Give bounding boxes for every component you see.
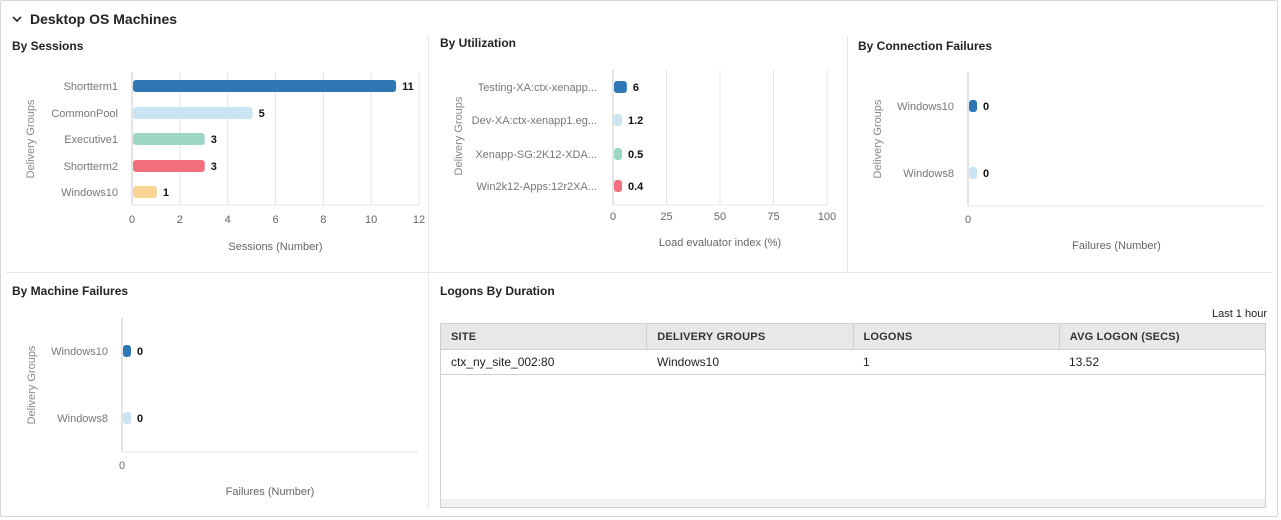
data-label: 0 (983, 101, 989, 113)
x-tick-label: 0 (610, 211, 616, 223)
bar[interactable] (123, 412, 131, 424)
x-tick-label: 8 (320, 214, 326, 226)
data-label: 0 (137, 413, 143, 425)
data-label: 6 (633, 82, 639, 94)
y-axis-label: Delivery Groups (26, 345, 38, 424)
x-tick-label: 12 (413, 214, 425, 226)
category-label: Shortterm1 (64, 81, 118, 93)
x-axis-label: Failures (Number) (226, 486, 315, 498)
x-tick-label: 4 (225, 214, 231, 226)
x-tick-label: 0 (965, 214, 971, 226)
x-tick-label: 2 (177, 214, 183, 226)
bar[interactable] (123, 345, 131, 357)
category-label: Win2k12-Apps:12r2XA... (477, 181, 597, 193)
column-header-avg-logon[interactable]: AVG LOGON (SECS) (1069, 330, 1180, 343)
category-label: Dev-XA:ctx-xenapp1.eg... (472, 115, 597, 127)
x-tick-label: 0 (119, 460, 125, 472)
category-label: Windows8 (57, 413, 108, 425)
data-label: 0.4 (628, 181, 644, 193)
data-label: 1.2 (628, 115, 643, 127)
table-header: SITE DELIVERY GROUPS LOGONS AVG LOGON (S… (441, 324, 1265, 350)
x-axis-label: Load evaluator index (%) (659, 237, 781, 249)
bar[interactable] (969, 100, 977, 112)
category-label: Windows10 (61, 187, 118, 199)
bar[interactable] (133, 80, 397, 92)
divider (428, 36, 429, 272)
x-axis-label: Failures (Number) (1072, 240, 1161, 252)
data-label: 3 (211, 134, 217, 146)
bar[interactable] (133, 107, 253, 119)
x-tick-label: 6 (272, 214, 278, 226)
x-tick-label: 25 (660, 211, 672, 223)
column-header-logons[interactable]: LOGONS (854, 324, 1060, 349)
cell-avg-logon: 13.52 (1069, 355, 1100, 369)
y-axis-label: Delivery Groups (25, 99, 37, 178)
y-axis-label: Delivery Groups (453, 96, 465, 175)
data-label: 11 (402, 81, 414, 93)
column-header-delivery-groups[interactable]: DELIVERY GROUPS (647, 324, 854, 349)
horizontal-scrollbar[interactable] (441, 499, 1265, 507)
divider (847, 36, 848, 272)
connection-failures-title: By Connection Failures (858, 39, 993, 53)
x-tick-label: 100 (818, 211, 836, 223)
data-label: 1 (163, 187, 169, 199)
data-label: 0 (137, 346, 143, 358)
x-tick-label: 0 (129, 214, 135, 226)
cell-delivery-group: Windows10 (657, 355, 720, 369)
chevron-down-icon (12, 16, 22, 23)
logons-table: SITE DELIVERY GROUPS LOGONS AVG LOGON (S… (440, 323, 1266, 508)
data-label: 0 (983, 168, 989, 180)
y-axis-label: Delivery Groups (872, 99, 884, 178)
data-label: 0.5 (628, 149, 643, 161)
time-range-label: Last 1 hour (1211, 308, 1267, 320)
page-title: Desktop OS Machines (30, 11, 178, 27)
data-label: 3 (211, 161, 217, 173)
column-header-site[interactable]: SITE (441, 324, 648, 349)
category-label: Windows8 (903, 168, 954, 180)
data-label: 5 (259, 108, 265, 120)
category-label: CommonPool (51, 108, 118, 120)
bar[interactable] (133, 133, 205, 145)
divider (428, 272, 429, 508)
bar[interactable] (614, 114, 622, 126)
logons-title: Logons By Duration (440, 284, 555, 298)
utilization-title: By Utilization (440, 36, 517, 50)
category-label: Windows10 (897, 101, 954, 113)
cell-site: ctx_ny_site_002:80 (451, 355, 555, 369)
category-label: Executive1 (64, 134, 118, 146)
bar[interactable] (133, 186, 157, 198)
bar[interactable] (133, 160, 205, 172)
x-tick-label: 10 (365, 214, 377, 226)
x-axis-label: Sessions (Number) (228, 241, 322, 253)
bar[interactable] (614, 148, 622, 160)
category-label: Shortterm2 (64, 161, 118, 173)
sessions-title: By Sessions (12, 39, 84, 53)
category-label: Windows10 (51, 346, 108, 358)
bar[interactable] (969, 167, 977, 179)
cell-logons: 1 (863, 355, 870, 369)
category-label: Xenapp-SG:2K12-XDA... (475, 149, 597, 161)
x-tick-label: 50 (714, 211, 726, 223)
x-tick-label: 75 (767, 211, 779, 223)
divider (6, 272, 1272, 273)
bar[interactable] (614, 180, 622, 192)
category-label: Testing-XA:ctx-xenapp... (478, 82, 597, 94)
table-row[interactable]: ctx_ny_site_002:80 Windows10 1 13.52 (441, 350, 1265, 375)
section-toggle[interactable]: Desktop OS Machines (10, 9, 177, 29)
bar[interactable] (614, 81, 627, 93)
machine-failures-title: By Machine Failures (12, 284, 129, 298)
